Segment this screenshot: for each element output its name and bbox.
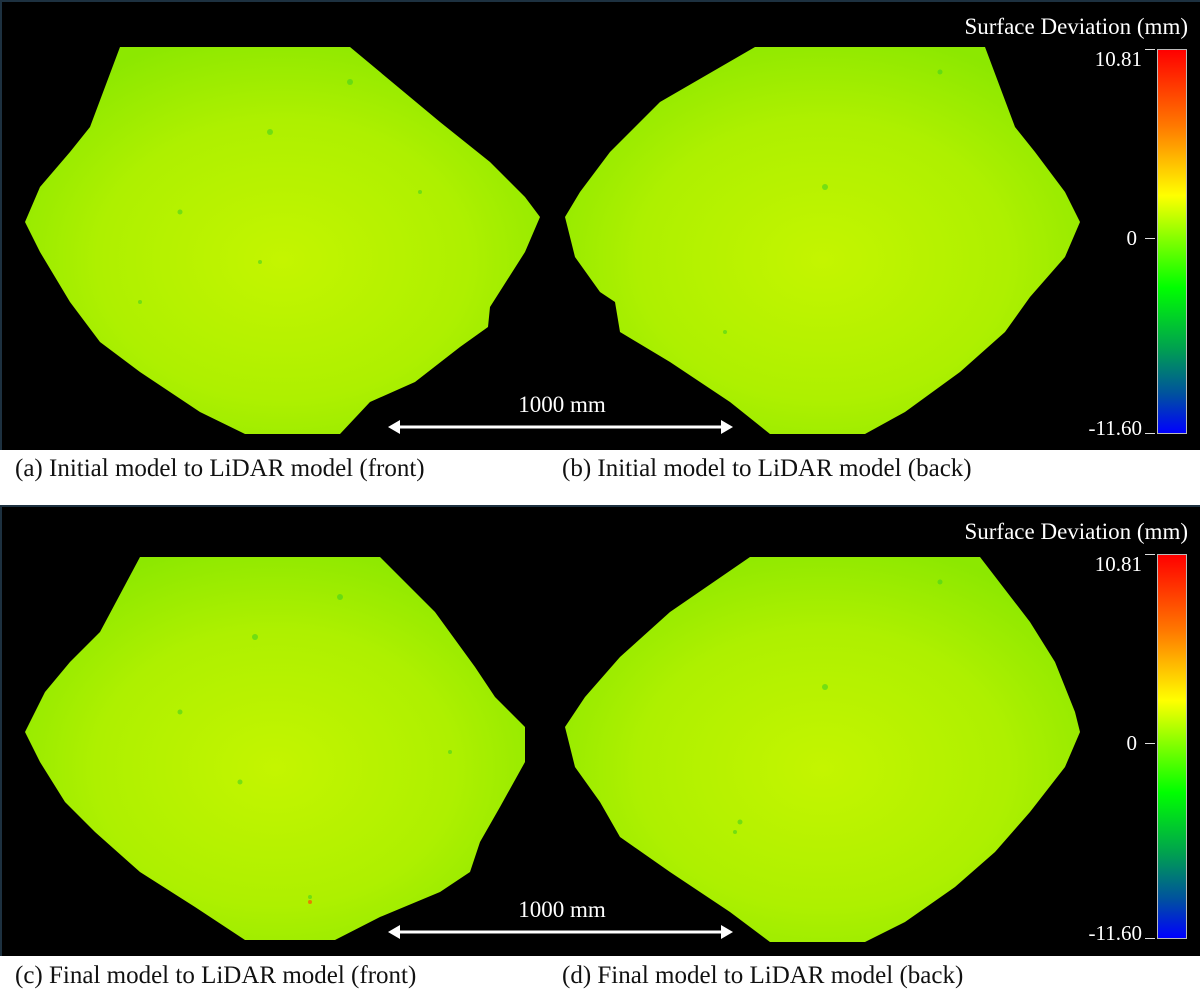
colorbar-tick-max: [1145, 49, 1155, 50]
caption-c: (c) Final model to LiDAR model (front): [15, 962, 417, 989]
colorbar-tick-max: [1145, 554, 1155, 555]
scale-bar-label: 1000 mm: [518, 392, 606, 417]
colorbar-tick-min: [1145, 938, 1155, 939]
colorbar-title: Surface Deviation (mm): [964, 14, 1188, 39]
colorbar-min-label: -11.60: [1088, 921, 1142, 945]
colorbar-tick-zero: [1145, 238, 1155, 239]
caption-a: (a) Initial model to LiDAR model (front): [15, 455, 425, 482]
scale-bar-arrow: [388, 420, 733, 434]
colorbar-mid-label: 0: [1126, 226, 1138, 250]
asteroid-back-deviation-map: [565, 47, 1080, 434]
caption-d: (d) Final model to LiDAR model (back): [562, 962, 964, 989]
colorbar-tick-min: [1145, 433, 1155, 434]
asteroid-back-deviation-map: [565, 557, 1080, 942]
caption-b: (b) Initial model to LiDAR model (back): [562, 455, 972, 482]
figure-panel-top: Surface Deviation (mm) 10.81 0 -11.60 10…: [0, 0, 1200, 450]
colorbar-title: Surface Deviation (mm): [964, 519, 1188, 544]
scale-bar-label: 1000 mm: [518, 897, 606, 922]
colorbar: [1157, 49, 1187, 434]
colorbar-max-label: 10.81: [1094, 47, 1142, 71]
colorbar-tick-zero: [1145, 743, 1155, 744]
scale-bar-arrow: [388, 925, 733, 939]
figure-panel-bottom: Surface Deviation (mm) 10.81 0 -11.60 10…: [0, 505, 1200, 956]
asteroid-front-deviation-map: [25, 557, 525, 940]
colorbar-min-label: -11.60: [1088, 416, 1142, 440]
asteroid-front-deviation-map: [25, 47, 540, 434]
colorbar-max-label: 10.81: [1094, 552, 1142, 576]
colorbar-mid-label: 0: [1126, 731, 1138, 755]
colorbar: [1157, 554, 1187, 939]
